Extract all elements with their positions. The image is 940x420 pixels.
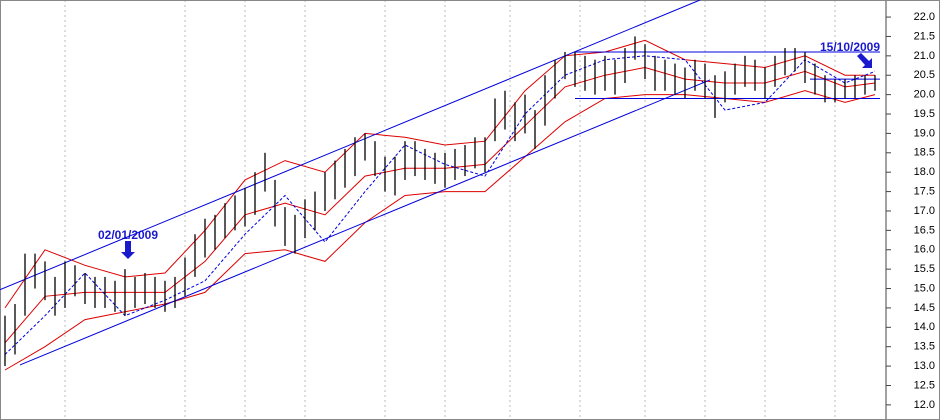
y-tick-label: 15.0 bbox=[914, 282, 935, 294]
annotation-arrow bbox=[121, 241, 135, 259]
y-tick-label: 12.0 bbox=[914, 399, 935, 411]
y-tick-label: 18.0 bbox=[914, 166, 935, 178]
y-tick-label: 14.0 bbox=[914, 321, 935, 333]
y-tick-label: 13.0 bbox=[914, 360, 935, 372]
y-tick-label: 18.5 bbox=[914, 147, 935, 159]
y-tick-label: 15.5 bbox=[914, 263, 935, 275]
y-tick-label: 19.5 bbox=[914, 108, 935, 120]
annotation-arrow bbox=[857, 53, 872, 68]
series-line bbox=[0, 0, 701, 291]
y-tick-label: 21.5 bbox=[914, 30, 935, 42]
annotation: 15/10/2009 bbox=[820, 40, 880, 54]
annotation: 02/01/2009 bbox=[98, 228, 158, 242]
y-tick-label: 13.5 bbox=[914, 341, 935, 353]
y-tick-label: 14.5 bbox=[914, 302, 935, 314]
y-tick-label: 22.0 bbox=[914, 11, 935, 23]
y-tick-label: 17.0 bbox=[914, 205, 935, 217]
y-tick-label: 20.0 bbox=[914, 89, 935, 101]
y-tick-label: 17.5 bbox=[914, 185, 935, 197]
y-tick-label: 21.0 bbox=[914, 50, 935, 62]
y-tick-label: 16.5 bbox=[914, 224, 935, 236]
series-line bbox=[19, 79, 711, 366]
y-tick-label: 12.5 bbox=[914, 379, 935, 391]
y-tick-label: 16.0 bbox=[914, 244, 935, 256]
y-tick-label: 20.5 bbox=[914, 69, 935, 81]
y-tick-label: 19.0 bbox=[914, 127, 935, 139]
series-line bbox=[4, 39, 875, 309]
series-line bbox=[4, 90, 876, 371]
series-line bbox=[4, 55, 876, 355]
